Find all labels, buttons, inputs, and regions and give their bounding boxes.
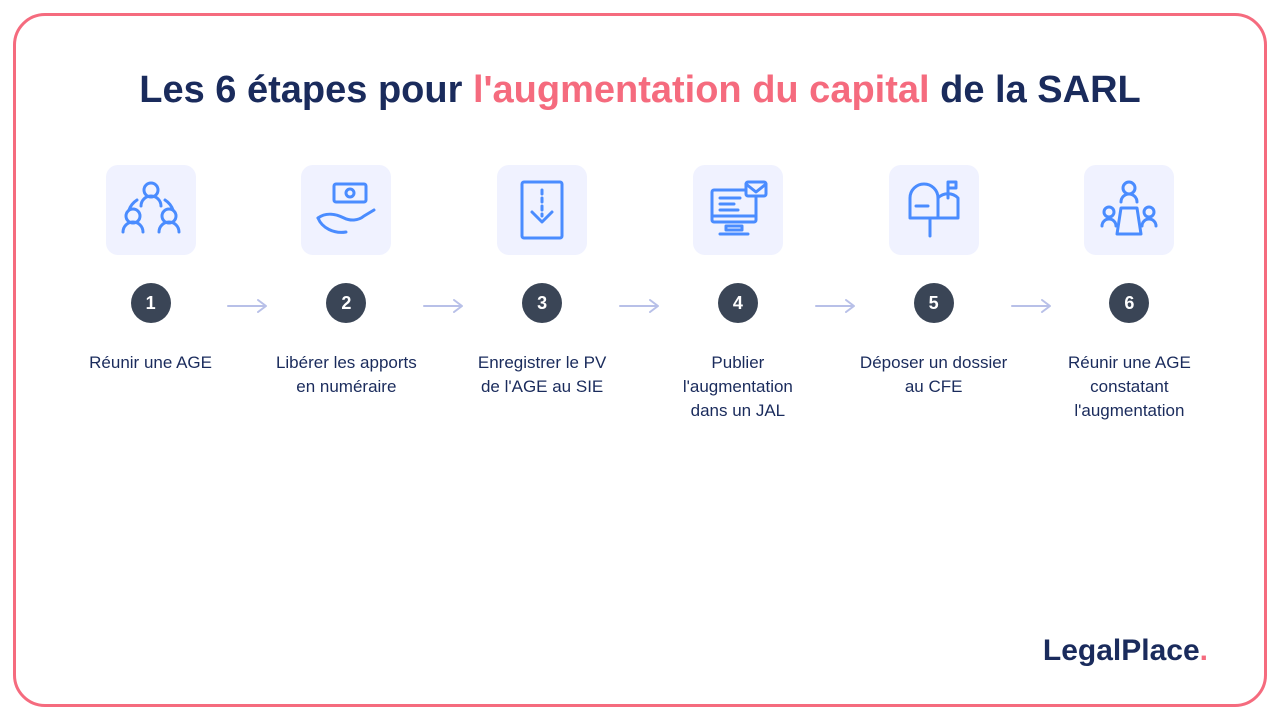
- step-5-number: 5: [914, 283, 954, 323]
- step-1-label: Réunir une AGE: [89, 351, 212, 375]
- step-6: 6 Réunir une AGE constatant l'augmentati…: [1055, 165, 1204, 422]
- step-4-number: 4: [718, 283, 758, 323]
- step-1-number: 1: [131, 283, 171, 323]
- step-1-icon-box: [106, 165, 196, 255]
- step-6-icon-box: [1084, 165, 1174, 255]
- arrow-icon: [814, 297, 858, 315]
- arrow-4: [812, 297, 859, 315]
- title-part1: Les 6 étapes pour: [139, 69, 473, 111]
- step-6-label: Réunir une AGE constatant l'augmentation: [1055, 351, 1204, 422]
- steps-row: 1 Réunir une AGE 2 Libérer les apports e…: [56, 165, 1224, 422]
- step-4: 4 Publier l'augmentation dans un JAL: [663, 165, 812, 422]
- step-3-label: Enregistrer le PV de l'AGE au SIE: [468, 351, 617, 399]
- computer-mail-icon: [704, 176, 772, 244]
- step-2-number: 2: [326, 283, 366, 323]
- step-5: 5 Déposer un dossier au CFE: [859, 165, 1008, 399]
- step-5-icon-box: [889, 165, 979, 255]
- title-part2: de la SARL: [930, 69, 1141, 111]
- arrow-icon: [1010, 297, 1054, 315]
- title: Les 6 étapes pour l'augmentation du capi…: [56, 66, 1224, 115]
- step-1: 1 Réunir une AGE: [76, 165, 225, 375]
- arrow-1: [225, 297, 272, 315]
- step-2: 2 Libérer les apports en numéraire: [272, 165, 421, 399]
- step-3-icon-box: [497, 165, 587, 255]
- document-down-icon: [508, 176, 576, 244]
- arrow-icon: [618, 297, 662, 315]
- step-3-number: 3: [522, 283, 562, 323]
- arrow-5: [1008, 297, 1055, 315]
- step-4-icon-box: [693, 165, 783, 255]
- step-5-label: Déposer un dossier au CFE: [859, 351, 1008, 399]
- hand-money-icon: [312, 176, 380, 244]
- title-accent: l'augmentation du capital: [473, 69, 930, 111]
- logo-dot: .: [1200, 634, 1208, 667]
- arrow-icon: [226, 297, 270, 315]
- arrow-2: [421, 297, 468, 315]
- step-4-label: Publier l'augmentation dans un JAL: [663, 351, 812, 422]
- people-icon: [117, 176, 185, 244]
- step-6-number: 6: [1109, 283, 1149, 323]
- step-2-label: Libérer les apports en numéraire: [272, 351, 421, 399]
- infographic-frame: Les 6 étapes pour l'augmentation du capi…: [13, 13, 1267, 707]
- step-3: 3 Enregistrer le PV de l'AGE au SIE: [468, 165, 617, 399]
- logo-text: LegalPlace: [1043, 634, 1200, 667]
- step-2-icon-box: [301, 165, 391, 255]
- meeting-icon: [1095, 176, 1163, 244]
- arrow-3: [617, 297, 664, 315]
- arrow-icon: [422, 297, 466, 315]
- logo: LegalPlace.: [1043, 634, 1208, 668]
- mailbox-icon: [900, 176, 968, 244]
